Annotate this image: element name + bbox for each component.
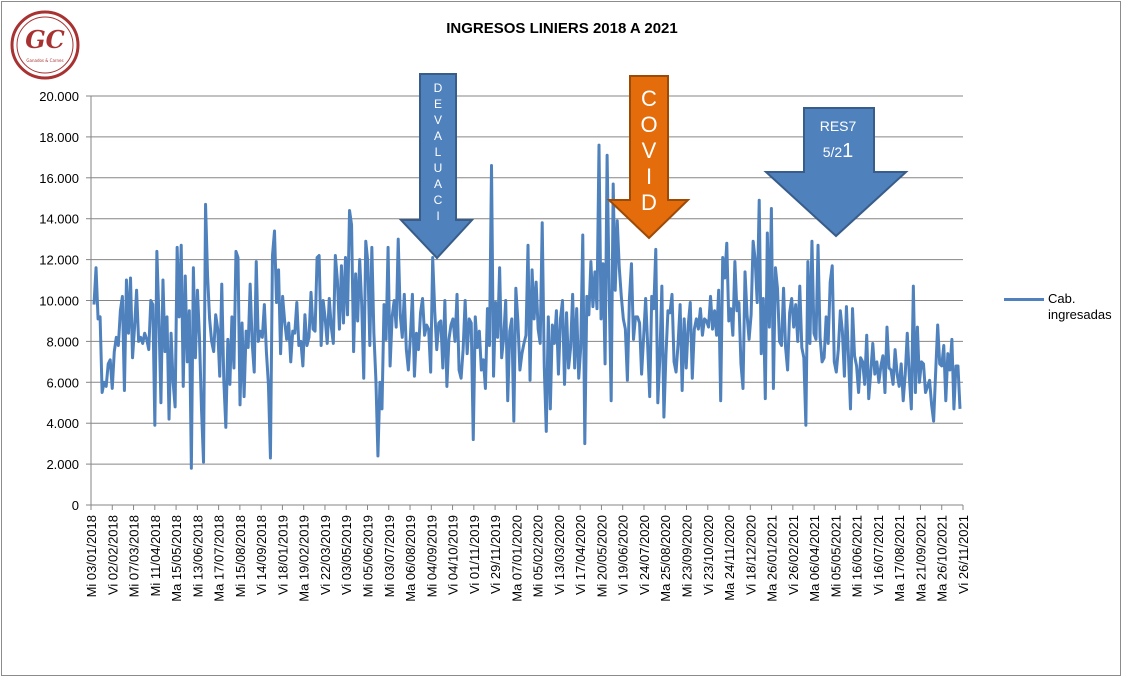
x-tick-label: Vi 24/07/2020 bbox=[637, 515, 652, 595]
devaluacion-letter: A bbox=[434, 129, 442, 143]
y-tick-label: 18.000 bbox=[39, 130, 79, 145]
x-tick-label: Vi 17/04/2020 bbox=[573, 515, 588, 595]
logo-text: GC bbox=[25, 25, 65, 54]
y-tick-label: 20.000 bbox=[39, 89, 79, 104]
x-tick-label: Ma 21/09/2021 bbox=[913, 515, 928, 602]
x-tick-label: Vi 04/10/2019 bbox=[446, 515, 461, 595]
res7-label-line2a: 5/2 bbox=[823, 144, 843, 160]
x-tick-label: Ma 24/11/2020 bbox=[722, 515, 737, 601]
y-tick-label: 2.000 bbox=[46, 457, 79, 472]
y-tick-label: 10.000 bbox=[39, 294, 79, 309]
x-tick-label: Ma 25/08/2020 bbox=[658, 515, 673, 602]
x-axis: Mi 03/01/2018 Vi 02/02/2018 Mi 07/03/2018 M… bbox=[84, 505, 971, 602]
legend-label: Cab. ingresadas bbox=[1048, 291, 1112, 322]
x-tick-label: Mi 04/09/2019 bbox=[424, 515, 439, 597]
x-tick-label: Vi 22/03/2019 bbox=[318, 515, 333, 595]
x-tick-label: Mi 03/07/2019 bbox=[382, 515, 397, 597]
devaluacion-letter: V bbox=[434, 113, 442, 127]
devaluacion-letter: C bbox=[434, 193, 443, 207]
y-tick-label: 8.000 bbox=[46, 334, 79, 349]
x-tick-label: Mi 05/05/2021 bbox=[828, 515, 843, 597]
x-tick-label: Vi 18/01/2019 bbox=[275, 515, 290, 595]
res7-label-line2: 5/21 bbox=[823, 140, 854, 162]
devaluacion-arrow bbox=[398, 73, 475, 260]
x-tick-label: Ma 15/05/2018 bbox=[169, 515, 184, 602]
x-tick-label: Vi 14/09/2018 bbox=[254, 515, 269, 595]
x-tick-label: Mi 20/05/2020 bbox=[594, 515, 609, 597]
x-tick-label: Ma 19/02/2019 bbox=[297, 515, 312, 602]
x-tick-label: Mi 15/08/2018 bbox=[233, 515, 248, 597]
devaluacion-letter: L bbox=[435, 145, 442, 159]
logo-subtitle: Ganados & Carnes bbox=[26, 58, 63, 63]
covid-letter: D bbox=[641, 190, 657, 215]
x-tick-label: Mi 13/06/2018 bbox=[190, 515, 205, 597]
x-tick-label: Vi 26/11/2021 bbox=[956, 515, 971, 594]
x-tick-label: Mi 05/06/2019 bbox=[360, 515, 375, 597]
covid-letter: I bbox=[646, 164, 652, 189]
x-tick-label: Ma 07/01/2020 bbox=[509, 515, 524, 602]
legend-swatch bbox=[1004, 298, 1044, 301]
x-tick-label: Mi 05/02/2020 bbox=[531, 515, 546, 597]
devaluacion-letter: A bbox=[434, 177, 442, 191]
res7-label-line2b: 1 bbox=[842, 140, 853, 162]
x-tick-label: Vi 03/05/2019 bbox=[339, 515, 354, 595]
x-tick-label: Vi 16/07/2021 bbox=[871, 515, 886, 595]
x-tick-label: Vi 01/11/2019 bbox=[467, 515, 482, 594]
chart-title: INGRESOS LINIERS 2018 A 2021 bbox=[446, 20, 678, 37]
x-tick-label: Vi 19/06/2020 bbox=[616, 515, 631, 595]
x-tick-label: Vi 23/10/2020 bbox=[701, 515, 716, 595]
x-tick-label: Mi 11/04/2018 bbox=[148, 515, 163, 596]
x-tick-label: Ma 06/08/2019 bbox=[403, 515, 418, 602]
x-tick-label: Ma 17/08/2021 bbox=[892, 515, 907, 602]
covid-letter: O bbox=[640, 112, 657, 137]
devaluacion-letter: U bbox=[434, 161, 443, 175]
y-tick-label: 12.000 bbox=[39, 253, 79, 268]
y-tick-label: 14.000 bbox=[39, 212, 79, 227]
devaluacion-letter: I bbox=[436, 209, 439, 223]
x-tick-label: Vi 13/03/2020 bbox=[552, 515, 567, 595]
x-tick-label: Mi 23/09/2020 bbox=[680, 515, 695, 597]
res7-label-line1: RES7 bbox=[820, 118, 857, 134]
x-tick-label: Mi 16/06/2021 bbox=[850, 515, 865, 597]
covid-letter: C bbox=[641, 86, 657, 111]
x-tick-label: Ma 26/10/2021 bbox=[935, 515, 950, 602]
x-tick-label: Vi 26/02/2021 bbox=[786, 515, 801, 595]
x-tick-label: Ma 26/01/2021 bbox=[765, 515, 780, 602]
x-tick-label: Vi 02/02/2018 bbox=[105, 515, 120, 595]
y-tick-label: 16.000 bbox=[39, 171, 79, 186]
covid-arrow bbox=[606, 75, 691, 240]
y-tick-label: 6.000 bbox=[46, 375, 79, 390]
gc-logo: GC Ganados & Carnes bbox=[10, 10, 80, 80]
covid-letter: V bbox=[642, 138, 657, 163]
x-tick-label: Mi 07/03/2018 bbox=[127, 515, 142, 597]
x-tick-label: Vi 29/11/2019 bbox=[488, 515, 503, 594]
x-tick-label: Ma 17/07/2018 bbox=[212, 515, 227, 602]
x-tick-label: Mi 03/01/2018 bbox=[84, 515, 99, 597]
devaluacion-letter: D bbox=[434, 81, 443, 95]
series-layer bbox=[92, 143, 962, 470]
y-tick-label: 4.000 bbox=[46, 416, 79, 431]
res7-arrow bbox=[763, 107, 909, 238]
y-tick-label: 0 bbox=[72, 498, 79, 513]
x-tick-label: Ma 06/04/2021 bbox=[807, 515, 822, 602]
x-tick-label: Vi 18/12/2020 bbox=[743, 515, 758, 595]
y-axis: 0 2.000 4.000 6.000 8.000 10.000 12.000 14.000 1… bbox=[39, 89, 92, 513]
devaluacion-letter: E bbox=[434, 97, 442, 111]
series-line bbox=[92, 143, 962, 470]
